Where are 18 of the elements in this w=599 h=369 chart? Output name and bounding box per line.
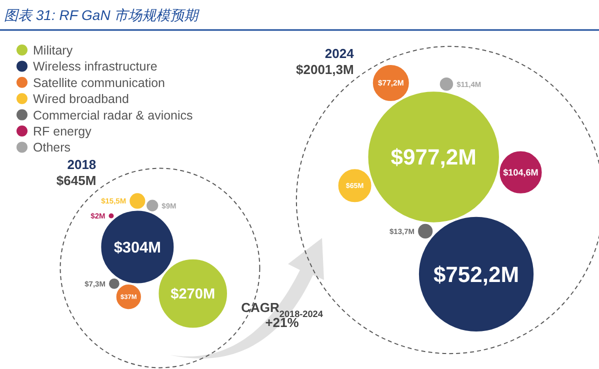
legend-label: Satellite communication: [33, 76, 166, 90]
data-label: $977,2M: [390, 144, 476, 170]
data-label: $270M: [170, 286, 216, 303]
category-label: 2024: [324, 46, 355, 62]
legend-label: RF energy: [33, 124, 92, 138]
text: CAGR$_{2018-2024}$: [241, 300, 324, 319]
category-label: 2018: [67, 157, 96, 172]
legend-label: Military: [33, 44, 74, 58]
data-label: $752,2M: [433, 262, 520, 287]
data-label: $104,6M: [503, 168, 538, 178]
data-label: $304M: [114, 239, 161, 256]
text: $645M: [56, 173, 96, 188]
legend-label: Wireless infrastructure: [33, 60, 158, 74]
text: $2001,3M: [296, 62, 354, 78]
legend-label: Wired broadband: [33, 92, 129, 106]
legend-label: Others: [33, 140, 71, 155]
legend-label: Commercial radar & avionics: [33, 108, 193, 122]
text: 图表 31: RF GaN 市场规模预期: [4, 7, 200, 23]
